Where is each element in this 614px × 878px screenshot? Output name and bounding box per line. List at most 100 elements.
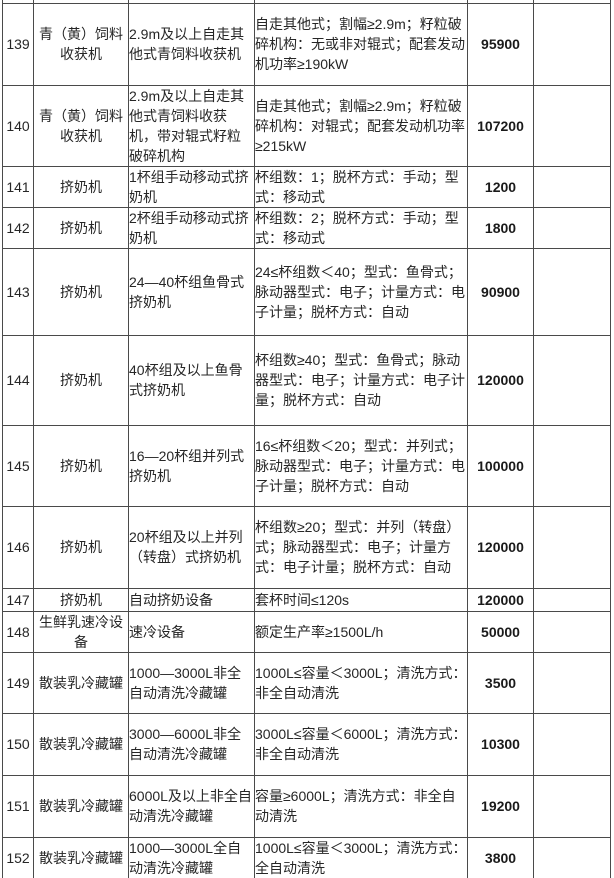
empty-cell [533,424,611,507]
category-cell: 挤奶机 [33,165,129,208]
table-row-148: 148 生鲜乳速冷设备 速冷设备 额定生产率≥1500L/h 50000 [2,610,611,653]
empty-cell [533,505,611,589]
empty-cell [533,84,611,167]
product-name-cell: 速冷设备 [128,610,255,653]
table-row-151: 151 散装乳冷藏罐 6000L及以上非全自动清洗冷藏罐 容量≥6000L；清洗… [2,774,611,838]
spec-cell: 3000L≤容量＜6000L；清洗方式：非全自动清洗 [254,712,468,776]
table-row-149: 149 散装乳冷藏罐 1000—3000L非全自动清洗冷藏罐 1000L≤容量＜… [2,651,611,714]
table-row-145: 145 挤奶机 16—20杯组并列式挤奶机 16≤杯组数＜20；型式：并列式；脉… [2,424,611,507]
spec-cell: 杯组数：2；脱杯方式：手动；型式：移动式 [254,206,468,249]
spec-cell: 杯组数：1；脱杯方式：手动；型式：移动式 [254,165,468,208]
product-name-cell: 1杯组手动移动式挤奶机 [128,165,255,208]
spec-cell: 杯组数≥20；型式：并列（转盘）式；脉动器型式：电子；计量方式：电子计量；脱杯方… [254,505,468,589]
product-name-cell: 2杯组手动移动式挤奶机 [128,206,255,249]
empty-cell [533,206,611,249]
row-number-cell: 152 [2,836,34,878]
spec-cell: 24≤杯组数＜40；型式：鱼骨式；脉动器型式：电子；计量方式：电子计量；脱杯方式… [254,247,468,336]
product-name-cell: 2.9m及以上自走其他式青饲料收获机，带对辊式籽粒破碎机构 [128,84,255,167]
table-row-152: 152 散装乳冷藏罐 1000—3000L全自动清洗冷藏罐 1000L≤容量＜3… [2,836,611,878]
spec-cell: 套杯时间≤120s [254,587,468,612]
category-cell: 散装乳冷藏罐 [33,712,129,776]
empty-cell [533,587,611,612]
product-name-cell: 16—20杯组并列式挤奶机 [128,424,255,507]
row-number-cell: 146 [2,505,34,589]
product-name-cell: 3000—6000L非全自动清洗冷藏罐 [128,712,255,776]
category-cell: 挤奶机 [33,505,129,589]
row-number-cell: 145 [2,424,34,507]
spec-cell: 1000L≤容量＜3000L；清洗方式：非全自动清洗 [254,651,468,714]
amount-cell: 90900 [467,247,534,336]
empty-cell [533,651,611,714]
spec-cell: 自走其他式；割幅≥2.9m；籽粒破碎机构：对辊式；配套发动机功率≥215kW [254,84,468,167]
amount-cell: 120000 [467,505,534,589]
table-row-142: 142 挤奶机 2杯组手动移动式挤奶机 杯组数：2；脱杯方式：手动；型式：移动式… [2,206,611,249]
spec-cell: 容量≥6000L；清洗方式：非全自动清洗 [254,774,468,838]
row-number-cell: 142 [2,206,34,249]
amount-cell: 19200 [467,774,534,838]
product-name-cell: 6000L及以上非全自动清洗冷藏罐 [128,774,255,838]
spec-cell: 1000L≤容量＜3000L；清洗方式：全自动清洗 [254,836,468,878]
spec-cell: 16≤杯组数＜20；型式：并列式；脉动器型式：电子；计量方式：电子计量；脱杯方式… [254,424,468,507]
category-cell: 青（黄）饲料收获机 [33,84,129,167]
category-cell: 挤奶机 [33,206,129,249]
row-number-cell: 149 [2,651,34,714]
category-cell: 挤奶机 [33,587,129,612]
category-cell: 散装乳冷藏罐 [33,651,129,714]
row-number-cell: 150 [2,712,34,776]
row-number-cell: 147 [2,587,34,612]
category-cell: 生鲜乳速冷设备 [33,610,129,653]
empty-cell [533,2,611,86]
category-cell: 散装乳冷藏罐 [33,836,129,878]
spec-cell: 自走其他式；割幅≥2.9m；籽粒破碎机构：无或非对辊式；配套发动机功率≥190k… [254,2,468,86]
amount-cell: 50000 [467,610,534,653]
product-name-cell: 24—40杯组鱼骨式挤奶机 [128,247,255,336]
empty-cell [533,836,611,878]
row-number-cell: 148 [2,610,34,653]
row-number-cell: 141 [2,165,34,208]
table-row-146: 146 挤奶机 20杯组及以上并列（转盘）式挤奶机 杯组数≥20；型式：并列（转… [2,505,611,589]
category-cell: 挤奶机 [33,334,129,426]
product-name-cell: 2.9m及以上自走其他式青饲料收获机 [128,2,255,86]
table-row-144: 144 挤奶机 40杯组及以上鱼骨式挤奶机 杯组数≥40；型式：鱼骨式；脉动器型… [2,334,611,426]
row-number-cell: 143 [2,247,34,336]
row-number-cell: 151 [2,774,34,838]
empty-cell [533,610,611,653]
amount-cell: 3800 [467,836,534,878]
row-number-cell: 139 [2,2,34,86]
empty-cell [533,774,611,838]
table-row-143: 143 挤奶机 24—40杯组鱼骨式挤奶机 24≤杯组数＜40；型式：鱼骨式；脉… [2,247,611,336]
table-row-150: 150 散装乳冷藏罐 3000—6000L非全自动清洗冷藏罐 3000L≤容量＜… [2,712,611,776]
amount-cell: 120000 [467,587,534,612]
amount-cell: 1200 [467,165,534,208]
amount-cell: 3500 [467,651,534,714]
product-name-cell: 1000—3000L非全自动清洗冷藏罐 [128,651,255,714]
category-cell: 散装乳冷藏罐 [33,774,129,838]
spec-cell: 额定生产率≥1500L/h [254,610,468,653]
product-name-cell: 40杯组及以上鱼骨式挤奶机 [128,334,255,426]
row-number-cell: 140 [2,84,34,167]
table-row-139: 139 青（黄）饲料收获机 2.9m及以上自走其他式青饲料收获机 自走其他式；割… [2,2,611,86]
category-cell: 青（黄）饲料收获机 [33,2,129,86]
table-row-141: 141 挤奶机 1杯组手动移动式挤奶机 杯组数：1；脱杯方式：手动；型式：移动式… [2,165,611,208]
category-cell: 挤奶机 [33,424,129,507]
category-cell: 挤奶机 [33,247,129,336]
empty-cell [533,165,611,208]
empty-cell [533,334,611,426]
spec-cell: 杯组数≥40；型式：鱼骨式；脉动器型式：电子；计量方式：电子计量；脱杯方式：自动 [254,334,468,426]
empty-cell [533,712,611,776]
product-name-cell: 20杯组及以上并列（转盘）式挤奶机 [128,505,255,589]
amount-cell: 1800 [467,206,534,249]
amount-cell: 120000 [467,334,534,426]
amount-cell: 95900 [467,2,534,86]
amount-cell: 100000 [467,424,534,507]
empty-cell [533,247,611,336]
amount-cell: 107200 [467,84,534,167]
row-number-cell: 144 [2,334,34,426]
table-row-147: 147 挤奶机 自动挤奶设备 套杯时间≤120s 120000 [2,587,611,612]
amount-cell: 10300 [467,712,534,776]
table-row-140: 140 青（黄）饲料收获机 2.9m及以上自走其他式青饲料收获机，带对辊式籽粒破… [2,84,611,167]
product-name-cell: 1000—3000L全自动清洗冷藏罐 [128,836,255,878]
